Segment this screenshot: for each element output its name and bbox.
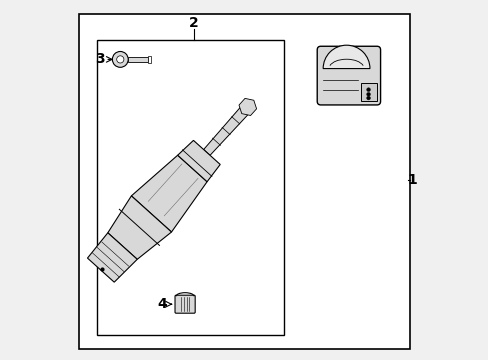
Polygon shape <box>239 98 256 116</box>
Text: 1: 1 <box>407 173 416 187</box>
FancyBboxPatch shape <box>317 46 380 105</box>
FancyBboxPatch shape <box>148 56 151 63</box>
Circle shape <box>366 93 370 96</box>
Polygon shape <box>360 83 376 102</box>
Polygon shape <box>203 103 251 155</box>
FancyBboxPatch shape <box>175 295 195 313</box>
FancyBboxPatch shape <box>79 14 409 349</box>
Polygon shape <box>177 140 220 182</box>
Circle shape <box>117 56 123 63</box>
Polygon shape <box>131 155 207 232</box>
Polygon shape <box>107 196 171 259</box>
Circle shape <box>366 96 370 100</box>
FancyBboxPatch shape <box>128 57 148 62</box>
Circle shape <box>112 51 128 67</box>
Circle shape <box>366 88 370 91</box>
Text: 2: 2 <box>189 17 199 30</box>
Text: 4: 4 <box>157 297 167 311</box>
Text: 3: 3 <box>95 53 104 66</box>
Wedge shape <box>323 45 369 69</box>
Polygon shape <box>87 233 137 282</box>
FancyBboxPatch shape <box>97 40 284 335</box>
